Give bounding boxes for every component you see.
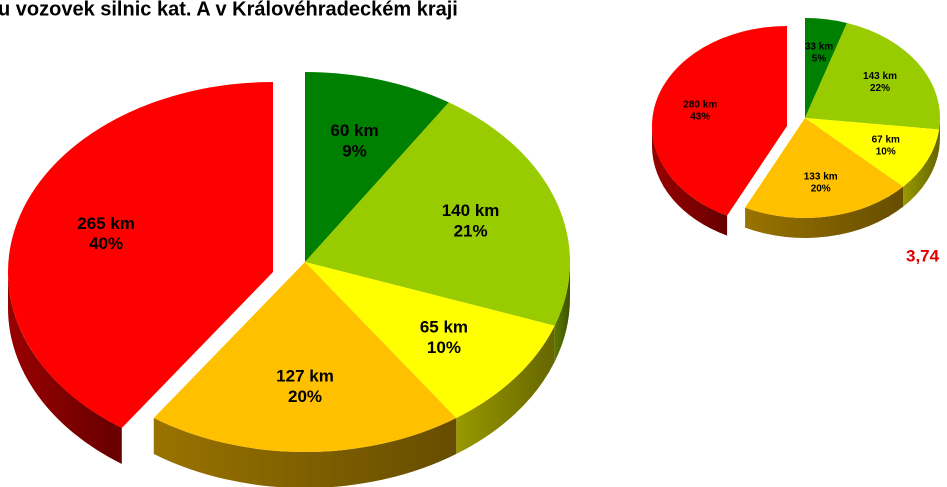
slice-side [153, 418, 457, 487]
annotation: 3,74 [906, 246, 940, 265]
value-label: 143 km [863, 71, 897, 82]
slice [7, 82, 274, 429]
slice [805, 118, 940, 187]
value-label: 33 km [805, 41, 833, 52]
slice [805, 18, 847, 118]
slice [652, 26, 787, 216]
percent-label: 21% [454, 221, 488, 240]
slice [805, 22, 940, 130]
value-label: 265 km [77, 214, 135, 233]
slice-side [745, 186, 904, 238]
slice [305, 72, 449, 262]
percent-label: 20% [288, 387, 322, 406]
percent-label: 22% [870, 83, 890, 94]
slice [305, 102, 570, 326]
slice [305, 262, 555, 419]
chart-title: u vozovek silnic kat. A v Královéhradeck… [0, 0, 458, 20]
percent-label: 40% [89, 234, 123, 253]
value-label: 133 km [804, 172, 838, 183]
value-label: 65 km [420, 317, 468, 336]
slice-side [8, 272, 122, 465]
slice-side [456, 325, 555, 455]
percent-label: 43% [690, 112, 710, 123]
percent-label: 10% [427, 338, 461, 357]
slice [153, 262, 457, 452]
slice [745, 118, 904, 218]
value-label: 280 km [683, 100, 717, 111]
value-label: 67 km [872, 135, 900, 146]
percent-label: 10% [876, 147, 896, 158]
slice-side [554, 262, 570, 362]
slice-side [652, 126, 728, 236]
value-label: 140 km [442, 201, 500, 220]
percent-label: 20% [811, 184, 831, 195]
value-label: 60 km [330, 121, 378, 140]
percent-label: 9% [342, 141, 367, 160]
value-label: 127 km [276, 367, 334, 386]
slice-side [939, 118, 940, 150]
slice-side [903, 129, 940, 207]
percent-label: 5% [812, 53, 827, 64]
